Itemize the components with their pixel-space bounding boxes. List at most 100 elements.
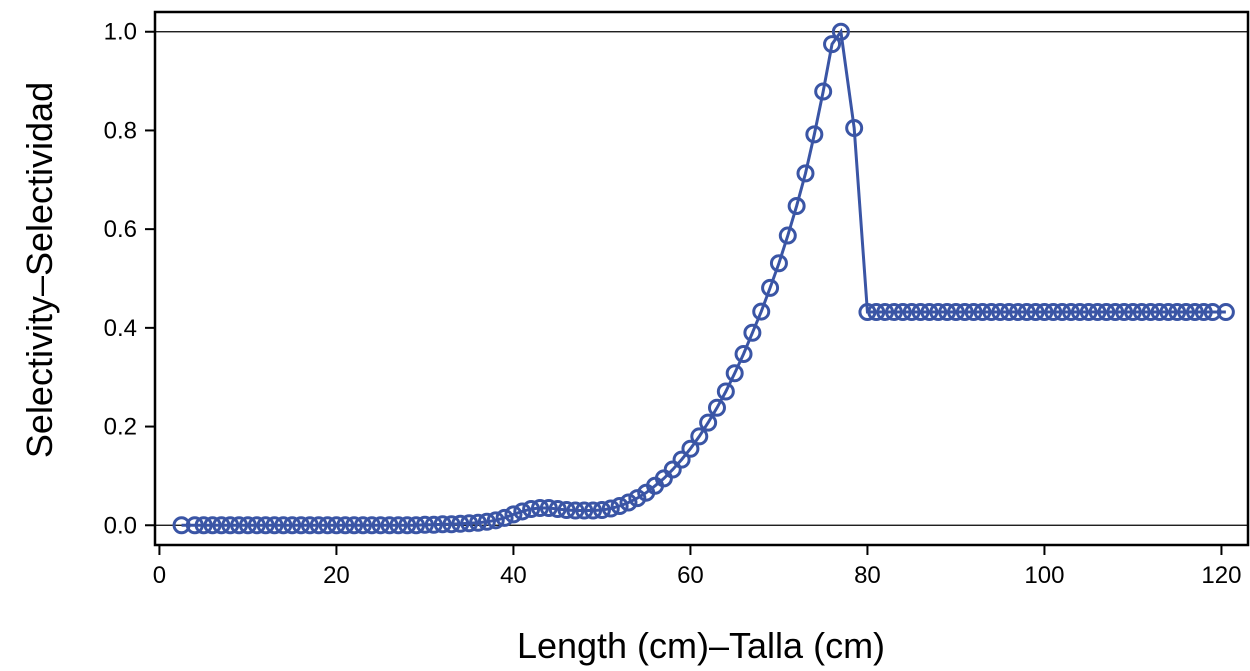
data-point xyxy=(663,460,682,479)
data-point xyxy=(1168,303,1187,322)
data-point xyxy=(1203,303,1222,322)
data-point xyxy=(584,501,603,520)
data-point xyxy=(495,508,514,527)
data-point xyxy=(309,516,328,535)
data-point xyxy=(619,493,638,512)
data-point xyxy=(477,512,496,531)
data-point xyxy=(451,514,470,533)
data-point xyxy=(1141,303,1160,322)
data-point xyxy=(920,303,939,322)
data-point xyxy=(1159,303,1178,322)
data-point xyxy=(991,303,1010,322)
y-axis-title: Selectivity–Selectividad xyxy=(19,82,60,458)
data-point xyxy=(601,499,620,518)
data-point xyxy=(424,515,443,534)
data-point xyxy=(893,303,912,322)
data-point xyxy=(1035,303,1054,322)
data-point xyxy=(699,413,718,432)
data-point xyxy=(292,516,311,535)
data-point xyxy=(1194,303,1213,322)
data-point xyxy=(814,82,833,101)
x-tick-label: 0 xyxy=(153,562,166,589)
data-point xyxy=(628,489,647,508)
y-tick-label: 0.8 xyxy=(104,117,137,144)
data-point xyxy=(460,514,479,533)
data-point xyxy=(787,196,806,215)
data-point xyxy=(938,303,957,322)
data-point xyxy=(858,303,877,322)
data-point xyxy=(690,427,709,446)
data-point xyxy=(442,515,461,534)
data-point xyxy=(769,254,788,273)
x-tick-label: 40 xyxy=(500,562,527,589)
data-point xyxy=(539,498,558,517)
x-tick-label: 80 xyxy=(854,562,881,589)
data-point xyxy=(530,498,549,517)
data-point xyxy=(566,501,585,520)
data-point xyxy=(327,516,346,535)
data-point xyxy=(194,516,213,535)
data-point xyxy=(1088,303,1107,322)
data-point xyxy=(274,516,293,535)
data-point xyxy=(557,500,576,519)
data-point xyxy=(778,226,797,245)
data-point xyxy=(1062,303,1080,322)
data-point xyxy=(1132,303,1151,322)
data-point xyxy=(575,501,594,520)
x-axis-title: Length (cm)–Talla (cm) xyxy=(517,625,885,666)
series-markers xyxy=(172,22,1235,535)
x-tick-label: 20 xyxy=(323,562,350,589)
data-point xyxy=(845,118,864,137)
data-point xyxy=(300,516,319,535)
data-point xyxy=(911,303,930,322)
data-point xyxy=(831,22,850,41)
series-line xyxy=(181,27,1226,527)
data-point xyxy=(805,125,824,144)
data-point xyxy=(398,516,417,535)
data-point xyxy=(796,164,815,183)
data-point xyxy=(433,515,452,534)
data-point xyxy=(1177,303,1196,322)
data-point xyxy=(513,502,532,521)
data-point xyxy=(221,516,240,535)
data-point xyxy=(1216,303,1235,322)
data-point xyxy=(1097,303,1116,322)
data-point xyxy=(336,516,355,535)
y-tick-label: 1.0 xyxy=(104,19,137,46)
data-point xyxy=(955,303,974,322)
data-point xyxy=(1079,303,1098,322)
data-point xyxy=(761,278,780,297)
plot-frame xyxy=(153,10,1250,547)
y-tick-label: 0.6 xyxy=(104,216,137,243)
data-point xyxy=(362,516,381,535)
data-point xyxy=(752,302,771,321)
data-point xyxy=(238,516,257,535)
data-point xyxy=(707,398,726,417)
data-point xyxy=(876,303,895,322)
data-point xyxy=(318,516,337,535)
data-point xyxy=(929,303,948,322)
data-point xyxy=(1026,303,1045,322)
x-tick-label: 60 xyxy=(677,562,704,589)
data-point xyxy=(1070,303,1089,322)
data-point xyxy=(371,516,390,535)
x-tick-label: 120 xyxy=(1201,562,1241,589)
data-point xyxy=(486,511,505,530)
data-point xyxy=(230,516,249,535)
data-point xyxy=(743,323,762,342)
data-point xyxy=(380,516,399,535)
data-point xyxy=(946,303,965,322)
data-point xyxy=(610,497,629,516)
data-point xyxy=(389,516,408,535)
data-point xyxy=(1123,303,1142,322)
data-point xyxy=(964,303,983,322)
data-point xyxy=(734,345,753,364)
data-point xyxy=(345,516,364,535)
data-point xyxy=(469,513,488,532)
data-point xyxy=(672,450,691,469)
data-point xyxy=(716,382,735,401)
data-point xyxy=(681,439,700,458)
data-point xyxy=(1008,303,1027,322)
data-point xyxy=(823,35,842,54)
data-point xyxy=(283,516,302,535)
